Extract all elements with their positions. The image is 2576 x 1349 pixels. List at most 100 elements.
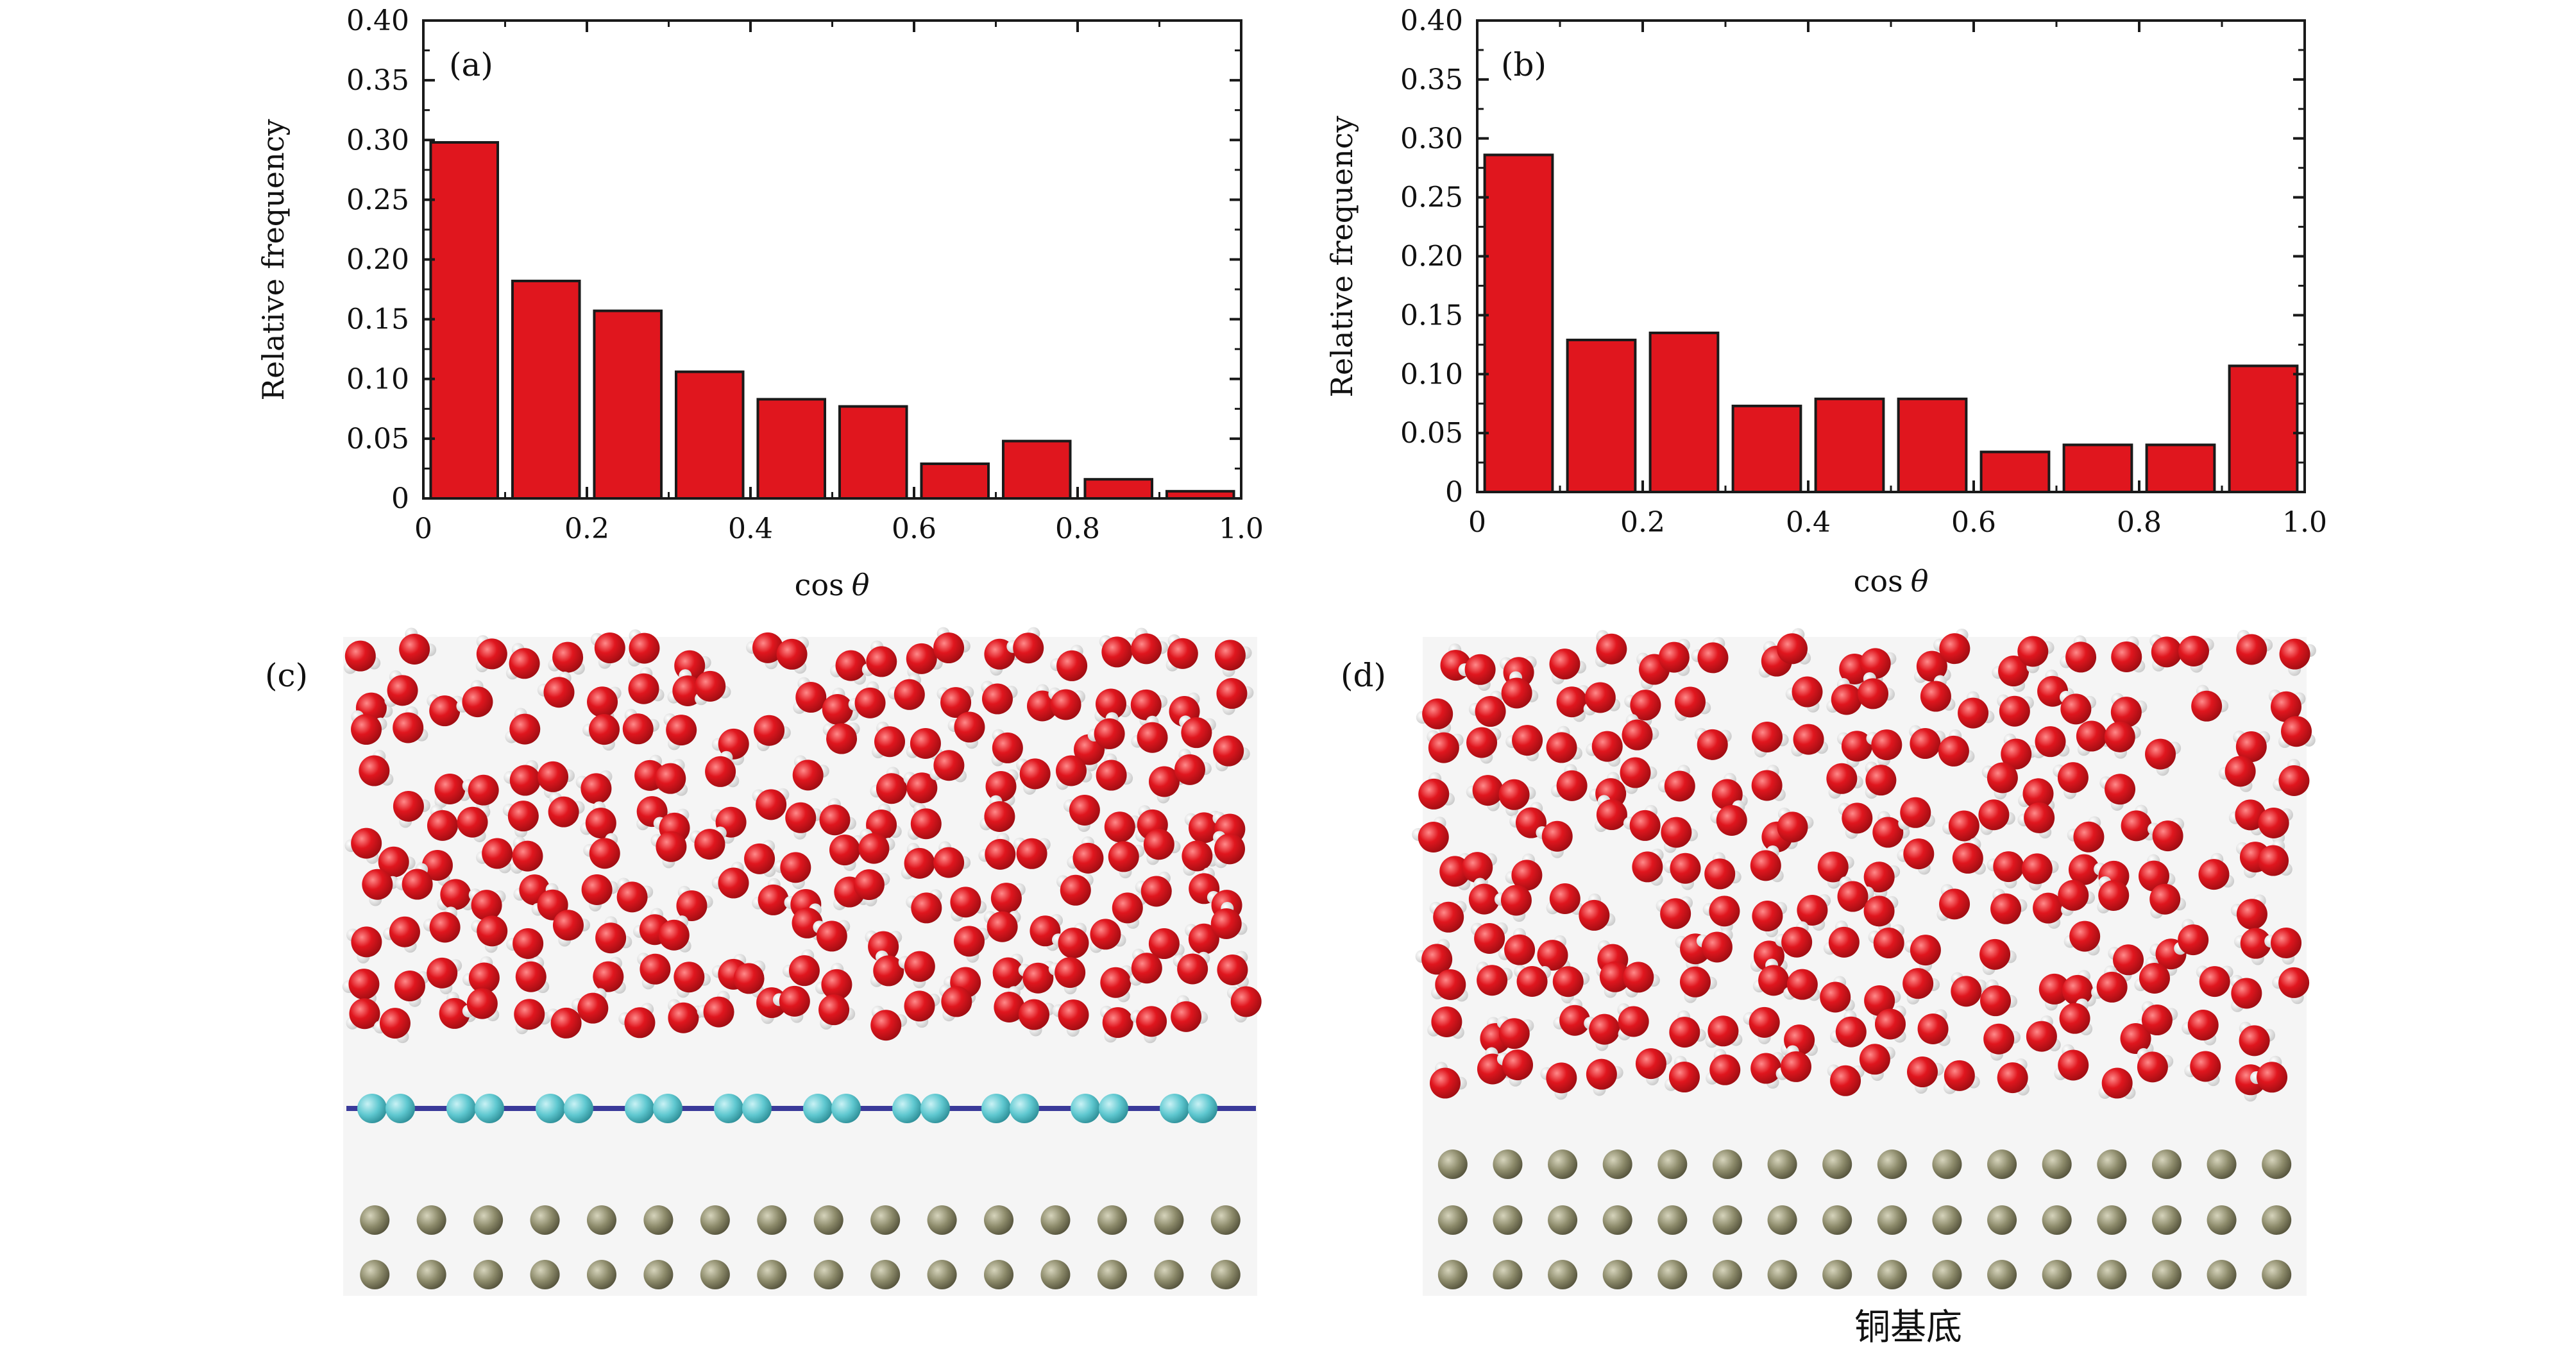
water-molecule xyxy=(2268,690,2306,722)
water-molecule xyxy=(953,926,990,963)
oxygen-atom xyxy=(2120,1023,2151,1055)
water-molecule xyxy=(2137,1048,2174,1083)
oxygen-atom xyxy=(351,827,382,859)
bar-6 xyxy=(1897,397,1968,494)
oxygen-atom xyxy=(550,1007,582,1039)
oxygen-atom xyxy=(1069,794,1100,826)
oxygen-atom xyxy=(1837,881,1868,912)
water-molecule xyxy=(1498,928,1536,965)
x-axis-title: cos θ xyxy=(795,568,870,602)
oxygen-atom xyxy=(1418,821,1449,853)
water-molecule xyxy=(2272,967,2310,1005)
oxygen-atom xyxy=(2065,641,2097,673)
water-molecule xyxy=(1584,1014,1620,1051)
oxygen-atom xyxy=(1148,928,1180,960)
oxygen-atom xyxy=(2073,821,2105,853)
oxygen-atom xyxy=(1873,928,1904,959)
copper-atom xyxy=(1097,1260,1127,1289)
oxygen-atom xyxy=(2001,738,2032,770)
water-molecule xyxy=(1595,630,1627,668)
bar-8 xyxy=(1001,439,1072,500)
water-molecule xyxy=(1108,841,1145,879)
oxygen-atom xyxy=(1826,763,1858,794)
copper-atom xyxy=(1493,1205,1523,1235)
oxygen-atom xyxy=(819,804,851,836)
oxygen-atom xyxy=(2278,765,2310,797)
water-molecule xyxy=(1470,922,1508,954)
water-molecule xyxy=(423,906,461,943)
oxygen-atom xyxy=(695,670,726,702)
water-molecule xyxy=(1858,672,1895,709)
water-molecule xyxy=(1213,735,1250,772)
oxygen-atom xyxy=(2240,928,2271,959)
copper-atom xyxy=(1932,1150,1962,1179)
water-molecule xyxy=(2178,636,2214,673)
water-molecule xyxy=(785,802,822,840)
oxygen-atom xyxy=(1993,851,2024,883)
water-molecule xyxy=(1983,1023,2021,1061)
water-molecule xyxy=(1978,799,2015,835)
oxygen-atom xyxy=(2278,967,2310,998)
oxygen-atom xyxy=(593,961,624,992)
oxygen-atom xyxy=(1472,775,1504,806)
water-molecule xyxy=(901,842,935,879)
oxygen-atom xyxy=(873,955,904,987)
water-molecule xyxy=(782,949,820,987)
oxygen-atom xyxy=(981,683,1013,715)
water-molecule xyxy=(1775,1045,1811,1082)
oxygen-atom xyxy=(507,801,539,832)
oxygen-atom xyxy=(874,726,906,758)
water-molecule xyxy=(1135,871,1172,907)
water-molecule xyxy=(650,831,687,869)
x-tick-label: 0.2 xyxy=(1620,506,1665,539)
oxygen-atom xyxy=(1504,934,1536,965)
water-molecule xyxy=(1586,731,1623,767)
copper-atom xyxy=(1210,1260,1241,1289)
water-molecule xyxy=(1750,845,1784,883)
oxygen-atom xyxy=(1019,999,1050,1030)
oxygen-atom xyxy=(990,883,1022,914)
copper-atom xyxy=(1822,1205,1852,1235)
oxygen-atom xyxy=(1584,682,1616,713)
oxygen-atom xyxy=(1182,840,1213,872)
water-molecule xyxy=(2032,726,2070,759)
oxygen-atom xyxy=(984,801,1015,832)
water-molecule xyxy=(1087,712,1125,749)
y-axis-ticks: 0 0.05 0.10 0.15 0.20 0.25 0.30 0.35 0.40 xyxy=(1400,4,2305,509)
oxygen-atom xyxy=(2113,944,2144,976)
y-tick-label: 0.25 xyxy=(1400,182,1463,214)
oxygen-atom xyxy=(2024,802,2055,833)
oxygen-atom xyxy=(2198,859,2230,890)
oxygen-atom xyxy=(1591,731,1623,762)
bar-5 xyxy=(756,398,827,500)
oxygen-atom xyxy=(1902,968,1934,999)
oxygen-atom xyxy=(1131,953,1162,984)
water-molecule xyxy=(1775,921,1813,958)
oxygen-atom xyxy=(2101,1067,2133,1099)
y-tick-label: 0 xyxy=(391,482,409,515)
oxygen-atom xyxy=(1704,858,1736,890)
water-molecule xyxy=(1458,654,1496,691)
water-molecule xyxy=(1052,999,1089,1037)
oxygen-atom xyxy=(1102,1007,1133,1039)
y-axis-ticks: 0 0.05 0.10 0.15 0.20 0.25 0.30 0.35 0.40 xyxy=(346,4,1241,515)
water-molecule xyxy=(1579,893,1616,931)
copper-atom xyxy=(2042,1205,2072,1235)
water-molecule xyxy=(978,833,1016,870)
water-molecule xyxy=(870,1005,908,1041)
oxygen-atom xyxy=(1750,850,1781,881)
oxygen-atom xyxy=(509,765,541,796)
oxygen-atom xyxy=(752,632,783,663)
oxygen-atom xyxy=(1140,876,1172,907)
water-molecule xyxy=(906,727,944,761)
water-molecule xyxy=(1951,972,1987,1007)
oxygen-atom xyxy=(1466,727,1498,758)
copper-atom xyxy=(1154,1260,1184,1289)
water-molecule xyxy=(571,988,609,1024)
water-molecule xyxy=(344,827,382,864)
graphene-atom xyxy=(1099,1094,1128,1123)
oxygen-atom xyxy=(2069,921,2101,952)
histogram-panel-b: 0 0.05 0.10 0.15 0.20 0.25 0.30 0.35 0.40 0 0.2 0.… xyxy=(1325,4,2327,598)
oxygen-atom xyxy=(1019,758,1051,790)
